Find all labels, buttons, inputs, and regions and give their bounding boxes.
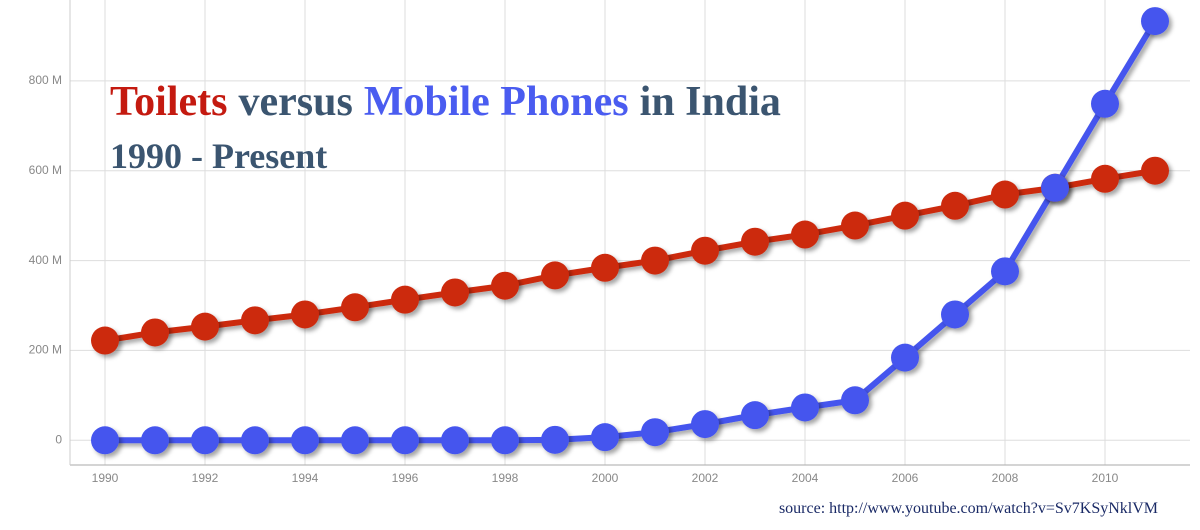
data-point <box>991 180 1019 209</box>
title-part: in India <box>640 79 781 125</box>
data-point <box>141 426 169 455</box>
y-tick-label: 400 M <box>29 253 62 267</box>
data-point <box>441 426 469 455</box>
data-point <box>741 227 769 256</box>
x-tick-label: 2008 <box>992 471 1019 485</box>
data-point <box>691 236 719 265</box>
chart-title: Toilets versus Mobile Phones in India <box>110 79 781 125</box>
title-part: Toilets <box>110 79 227 125</box>
data-point <box>141 318 169 347</box>
data-point <box>91 326 119 355</box>
x-tick-label: 2000 <box>592 471 619 485</box>
data-point <box>391 426 419 455</box>
x-tick-label: 1990 <box>92 471 119 485</box>
data-point <box>241 426 269 455</box>
data-point <box>941 191 969 220</box>
series-line <box>105 19 1158 444</box>
chart-subtitle: 1990 - Present <box>110 136 327 176</box>
x-tick-label: 2002 <box>692 471 719 485</box>
data-point <box>441 278 469 307</box>
data-point <box>941 300 969 329</box>
data-point <box>541 261 569 290</box>
data-point <box>641 418 669 447</box>
data-point <box>191 426 219 455</box>
source-note: source: http://www.youtube.com/watch?v=S… <box>779 500 1158 517</box>
data-point <box>791 220 819 249</box>
data-point <box>1091 164 1119 193</box>
series-line <box>104 167 1156 344</box>
data-point <box>1141 7 1169 36</box>
x-tick-label: 1994 <box>292 471 319 485</box>
data-point <box>591 423 619 452</box>
y-tick-label: 600 M <box>29 163 62 177</box>
data-point <box>491 426 519 455</box>
data-point <box>541 425 569 454</box>
x-tick-label: 1998 <box>492 471 519 485</box>
x-tick-label: 1992 <box>192 471 219 485</box>
x-tick-label: 2006 <box>892 471 919 485</box>
y-tick-label: 800 M <box>29 73 62 87</box>
data-point <box>241 306 269 335</box>
data-point <box>991 257 1019 286</box>
title-part: versus <box>238 79 352 125</box>
data-point <box>291 300 319 329</box>
y-tick-label: 0 <box>55 432 62 446</box>
data-point <box>791 393 819 422</box>
data-point <box>841 386 869 415</box>
data-point <box>391 285 419 314</box>
data-point <box>341 426 369 455</box>
data-point <box>191 312 219 341</box>
data-point <box>91 426 119 455</box>
data-point <box>741 401 769 430</box>
y-tick-label: 200 M <box>29 343 62 357</box>
data-point <box>891 201 919 230</box>
data-point <box>491 271 519 300</box>
data-point <box>691 410 719 439</box>
x-tick-label: 2004 <box>792 471 819 485</box>
data-point <box>891 343 919 372</box>
data-point <box>841 211 869 240</box>
data-point <box>1091 89 1119 118</box>
x-tick-label: 1996 <box>392 471 419 485</box>
data-point <box>1041 173 1069 202</box>
data-point <box>641 246 669 275</box>
title-part: Mobile Phones <box>364 79 629 125</box>
data-point <box>291 426 319 455</box>
data-point <box>1141 156 1169 185</box>
x-tick-label: 2010 <box>1092 471 1119 485</box>
data-point <box>341 293 369 322</box>
data-point <box>591 253 619 282</box>
